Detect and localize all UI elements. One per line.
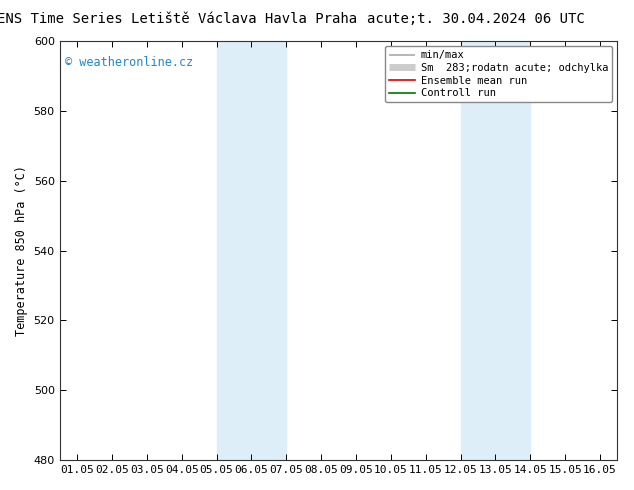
Bar: [460, 41, 530, 460]
Text: acute;t. 30.04.2024 06 UTC: acute;t. 30.04.2024 06 UTC: [366, 12, 585, 26]
Y-axis label: Temperature 850 hPa (°C): Temperature 850 hPa (°C): [15, 165, 28, 336]
Text: © weatheronline.cz: © weatheronline.cz: [65, 56, 193, 69]
Text: ENS Time Series Letiště Václava Havla Praha: ENS Time Series Letiště Václava Havla Pr…: [0, 12, 358, 26]
Bar: [217, 41, 287, 460]
Legend: min/max, Sm  283;rodatn acute; odchylka, Ensemble mean run, Controll run: min/max, Sm 283;rodatn acute; odchylka, …: [385, 46, 612, 102]
